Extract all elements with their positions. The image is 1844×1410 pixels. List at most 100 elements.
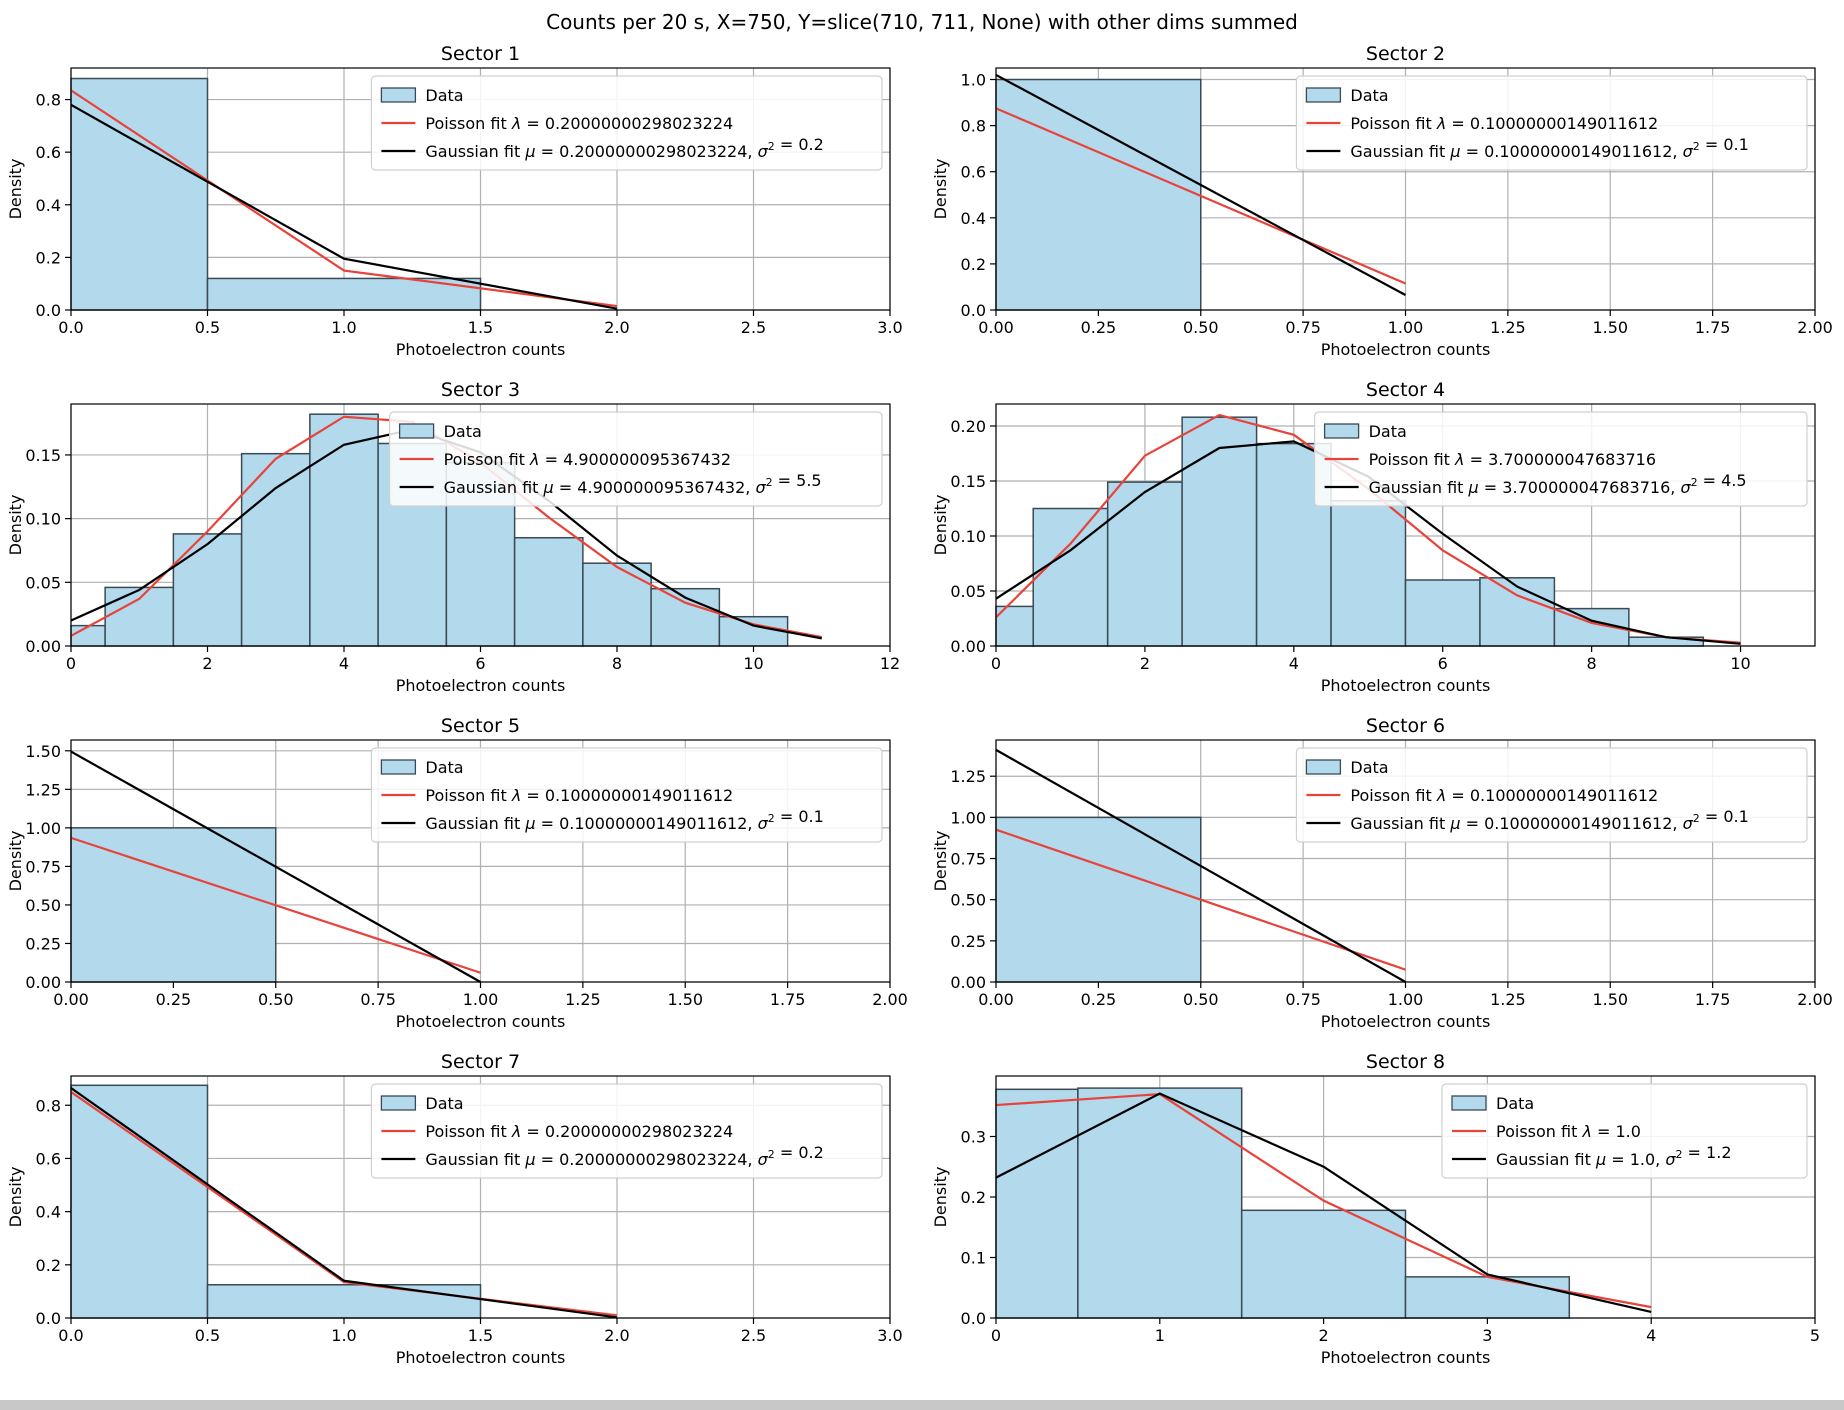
x-axis-label: Photoelectron counts	[396, 1348, 566, 1367]
histogram-bar	[70, 827, 277, 983]
y-tick-label: 0.75	[25, 857, 61, 876]
legend-data-label: Data	[1369, 422, 1407, 441]
x-axis-label: Photoelectron counts	[1321, 676, 1491, 695]
subplot-1: 0.0 0.5 1.0 1.5 2.0 2.5 3.0 0.0 0.2 0.4 0.6 0.8 Sect…	[6, 43, 903, 359]
x-tick-label: 0	[66, 654, 76, 673]
x-tick-label: 1.5	[468, 318, 493, 337]
histogram-bar	[309, 413, 379, 647]
x-tick-label: 0	[991, 1326, 1001, 1345]
x-axis-label: Photoelectron counts	[1321, 340, 1491, 359]
subplot-title: Sector 4	[1366, 379, 1445, 401]
x-tick-label: 8	[1587, 654, 1597, 673]
legend-poisson-label: Poisson fit λ = 1.0	[1496, 1122, 1641, 1141]
x-tick-label: 0.00	[53, 990, 89, 1009]
y-tick-label: 0.00	[25, 973, 61, 992]
histogram-bar	[206, 1284, 482, 1319]
x-tick-label: 1.75	[1695, 318, 1731, 337]
y-tick-label: 0.8	[36, 91, 61, 110]
x-tick-label: 1.50	[1592, 318, 1628, 337]
x-tick-label: 8	[612, 654, 622, 673]
y-tick-label: 0.50	[25, 896, 61, 915]
poisson-fit-line	[70, 89, 618, 308]
x-tick-label: 1.50	[1592, 990, 1628, 1009]
x-tick-label: 2	[202, 654, 212, 673]
legend-gaussian-label: Gaussian fit μ = 3.700000047683716, σ2 =…	[1369, 471, 1747, 497]
legend-gaussian-label: Gaussian fit μ = 0.10000000149011612, σ2…	[425, 807, 823, 833]
legend-data-swatch	[1451, 1095, 1487, 1111]
legend-gaussian-label: Gaussian fit μ = 0.10000000149011612, σ2…	[1350, 135, 1748, 161]
x-tick-label: 1.00	[1388, 990, 1424, 1009]
x-tick-label: 1.5	[468, 1326, 493, 1345]
x-tick-label: 1.25	[1490, 990, 1526, 1009]
x-tick-label: 5	[1810, 1326, 1820, 1345]
y-tick-label: 0.00	[950, 637, 986, 656]
gaussian-fit-line	[70, 750, 482, 983]
legend-data-swatch	[1305, 759, 1342, 775]
x-tick-label: 1.00	[1388, 318, 1424, 337]
legend-box	[1295, 747, 1808, 843]
y-tick-label: 1.25	[950, 767, 986, 786]
subplot-title: Sector 3	[441, 379, 520, 401]
y-axis-label: Density	[931, 495, 950, 556]
y-axis-label: Density	[6, 831, 25, 892]
legend-box	[370, 75, 883, 171]
legend-gaussian-label: Gaussian fit μ = 0.20000000298023224, σ2…	[425, 135, 823, 161]
subplot-title: Sector 8	[1366, 1051, 1445, 1073]
y-tick-label: 0.1	[961, 1249, 986, 1268]
x-axis-label: Photoelectron counts	[396, 1012, 566, 1031]
x-tick-label: 2.0	[604, 318, 629, 337]
x-tick-label: 0.25	[1081, 990, 1117, 1009]
histogram-bar	[995, 816, 1202, 983]
histogram-bar	[1330, 500, 1407, 647]
y-tick-label: 0.6	[36, 1149, 61, 1168]
histogram-bar	[995, 1088, 1079, 1319]
x-tick-label: 0.00	[978, 318, 1014, 337]
x-axis-label: Photoelectron counts	[396, 340, 566, 359]
y-tick-label: 0.2	[36, 1256, 61, 1275]
x-axis-label: Photoelectron counts	[1321, 1348, 1491, 1367]
x-axis-label: Photoelectron counts	[1321, 1012, 1491, 1031]
y-tick-label: 0.25	[25, 934, 61, 953]
y-tick-label: 1.0	[961, 71, 986, 90]
legend-gaussian-label: Gaussian fit μ = 1.0, σ2 = 1.2	[1496, 1143, 1732, 1169]
y-tick-label: 0.3	[961, 1128, 986, 1147]
y-axis-label: Density	[6, 159, 25, 220]
histogram-bar	[206, 277, 482, 311]
x-tick-label: 3.0	[877, 318, 902, 337]
histogram-bar	[70, 77, 209, 311]
legend-data-swatch	[398, 423, 435, 439]
legend-box	[1295, 75, 1808, 171]
x-tick-label: 1.25	[565, 990, 601, 1009]
gaussian-fit-line	[70, 1087, 618, 1319]
y-tick-label: 1.25	[25, 780, 61, 799]
x-tick-label: 0.50	[1183, 318, 1219, 337]
legend-poisson-label: Poisson fit λ = 0.10000000149011612	[425, 786, 733, 805]
y-tick-label: 0.05	[950, 582, 986, 601]
legend-data-label: Data	[425, 758, 463, 777]
x-tick-label: 1.75	[1695, 990, 1731, 1009]
y-tick-label: 0.0	[961, 1309, 986, 1328]
legend-data-swatch	[380, 87, 417, 103]
legend-data-label: Data	[425, 1094, 463, 1113]
legend-data-swatch	[1323, 423, 1360, 439]
histogram-bar	[995, 78, 1202, 311]
legend-poisson-label: Poisson fit λ = 0.10000000149011612	[1350, 786, 1658, 805]
subplot-5: 0.00 0.25 0.50 0.75 1.00 1.25 1.50 1.75 2.00 0.00…	[6, 715, 908, 1031]
x-tick-label: 0.5	[195, 1326, 220, 1345]
y-tick-label: 0.8	[36, 1096, 61, 1115]
histogram-bar	[1479, 577, 1556, 647]
x-tick-label: 10	[743, 654, 763, 673]
y-tick-label: 1.00	[25, 819, 61, 838]
x-tick-label: 0.75	[360, 990, 396, 1009]
x-tick-label: 1.0	[331, 318, 356, 337]
axes-frame	[995, 403, 1816, 647]
y-tick-label: 0.10	[950, 527, 986, 546]
y-tick-label: 0.0	[36, 301, 61, 320]
legend-box	[1441, 1083, 1808, 1179]
y-axis-label: Density	[931, 159, 950, 220]
y-tick-label: 0.00	[25, 637, 61, 656]
legend-poisson-label: Poisson fit λ = 3.700000047683716	[1369, 450, 1656, 469]
legend-poisson-label: Poisson fit λ = 4.900000095367432	[444, 450, 731, 469]
legend-data-label: Data	[425, 86, 463, 105]
legend-gaussian-label: Gaussian fit μ = 4.900000095367432, σ2 =…	[444, 471, 822, 497]
